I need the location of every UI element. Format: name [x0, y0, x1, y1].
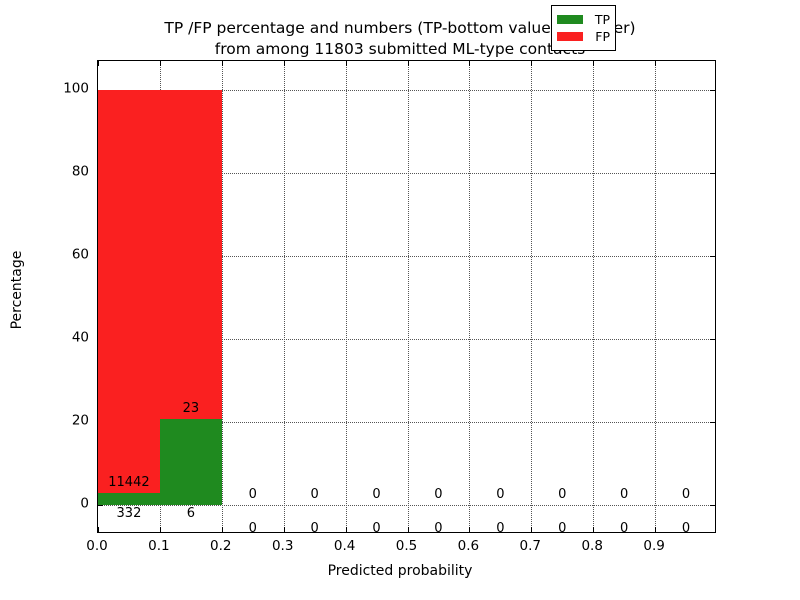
x-tick-label: 0.4 [333, 538, 356, 554]
plot-area: 11442 332 23 6 0 0 0 0 0 0 0 0 0 0 0 0 0 0 0 0 [97, 60, 716, 533]
x-tick-label: 0.3 [271, 538, 294, 554]
y-axis-tick-right [710, 338, 715, 340]
gridline-vertical [531, 61, 533, 532]
x-axis-tick-top [221, 61, 223, 66]
legend-item-tp[interactable]: TP [557, 11, 611, 28]
x-axis-tick [159, 527, 161, 532]
x-axis-tick [593, 527, 595, 532]
x-axis-tick [531, 527, 533, 532]
x-axis-tick-top [655, 61, 657, 66]
x-tick-label: 0.2 [210, 538, 232, 554]
x-tick-label: 0.6 [457, 538, 480, 554]
x-axis-tick [655, 527, 657, 532]
x-axis-tick [345, 527, 347, 532]
x-axis-tick [407, 527, 409, 532]
bar-value-label-tp: 6 [186, 505, 195, 521]
gridline-vertical [407, 61, 409, 532]
x-tick-label: 0.5 [395, 538, 418, 554]
y-tick-label: 20 [71, 412, 89, 429]
bar-value-label-tp: 0 [558, 520, 567, 533]
bar-value-label-fp: 0 [248, 486, 257, 502]
bar-value-label-fp: 0 [558, 486, 567, 502]
gridline-horizontal [98, 90, 715, 92]
bar-value-label-fp: 0 [372, 486, 381, 502]
x-axis-tick-top [283, 61, 285, 66]
y-tick-label: 40 [71, 329, 89, 346]
bar-value-label-tp: 0 [310, 520, 319, 533]
bar-value-label-tp: 0 [681, 520, 691, 533]
x-axis-label: Predicted probability [327, 563, 473, 579]
bar-value-label-fp: 0 [496, 486, 505, 502]
legend-swatch-tp [557, 15, 583, 24]
gridline-vertical [469, 61, 471, 532]
bar-value-label-tp: 0 [496, 520, 505, 533]
gridline-vertical [283, 61, 285, 532]
gridline-horizontal [98, 504, 715, 506]
x-axis-tick [283, 527, 285, 532]
x-axis-tick [469, 527, 471, 532]
legend-item-fp[interactable]: FP [557, 28, 611, 45]
y-axis-tick-right [710, 90, 715, 92]
x-tick-label: 0.0 [86, 538, 108, 554]
bar-segment-tp[interactable] [159, 419, 222, 505]
x-tick-label: 0.7 [519, 538, 542, 554]
gridline-vertical [593, 61, 595, 532]
y-tick-label: 0 [80, 495, 89, 512]
x-tick-label: 0.1 [148, 538, 170, 554]
legend-label-fp: FP [595, 29, 610, 44]
gridline-horizontal [98, 256, 715, 257]
x-axis-tick-top [593, 61, 595, 66]
bar-segment-fp[interactable] [98, 90, 160, 494]
bar-value-label-fp: 23 [182, 401, 200, 417]
x-axis-tick [98, 527, 99, 532]
x-axis-tick-top [531, 61, 533, 66]
gridline-horizontal [98, 421, 715, 423]
legend: TP FP [551, 5, 616, 51]
bar-segment-fp[interactable] [159, 90, 222, 420]
y-axis-tick-right [710, 173, 715, 175]
legend-label-tp: TP [594, 12, 610, 27]
x-tick-label: 0.8 [581, 538, 603, 554]
y-axis-label: Percentage [9, 250, 25, 330]
y-tick-label: 60 [71, 246, 89, 263]
gridline-horizontal [98, 173, 715, 175]
bar-segment-tp[interactable] [98, 493, 160, 505]
bar-value-label-fp: 0 [681, 486, 691, 502]
y-tick-label: 80 [71, 163, 89, 180]
gridline-vertical [345, 61, 347, 532]
chart-title: TP /FP percentage and numbers (TP-bottom… [0, 18, 800, 60]
bar-value-label-fp: 11442 [108, 475, 150, 491]
bar-value-label-tp: 332 [116, 505, 142, 521]
x-tick-label: 0.9 [643, 538, 665, 554]
gridline-vertical [221, 61, 223, 532]
bar-value-label-tp: 0 [620, 520, 629, 533]
bar-value-label-fp: 0 [434, 486, 443, 502]
gridline-vertical [655, 61, 657, 532]
y-axis-tick-right [710, 421, 715, 423]
x-axis-tick [221, 527, 223, 532]
gridline-horizontal [98, 338, 715, 340]
chart-title-line-2: from among 11803 submitted ML-type conta… [214, 40, 586, 58]
y-axis-tick-right [710, 504, 715, 506]
x-axis-tick-top [469, 61, 471, 66]
bar-value-label-tp: 0 [434, 520, 443, 533]
x-axis-tick-top [98, 61, 99, 66]
bar-value-label-tp: 0 [248, 520, 257, 533]
x-axis-tick-top [407, 61, 409, 66]
y-axis-tick [98, 504, 103, 506]
legend-swatch-fp [557, 32, 583, 41]
y-axis-tick-right [710, 256, 715, 257]
bar-value-label-fp: 0 [310, 486, 319, 502]
bar-value-label-fp: 0 [620, 486, 629, 502]
y-tick-label: 100 [63, 80, 89, 97]
bar-value-label-tp: 0 [372, 520, 381, 533]
x-axis-tick-top [159, 61, 161, 66]
x-axis-tick-top [345, 61, 347, 66]
